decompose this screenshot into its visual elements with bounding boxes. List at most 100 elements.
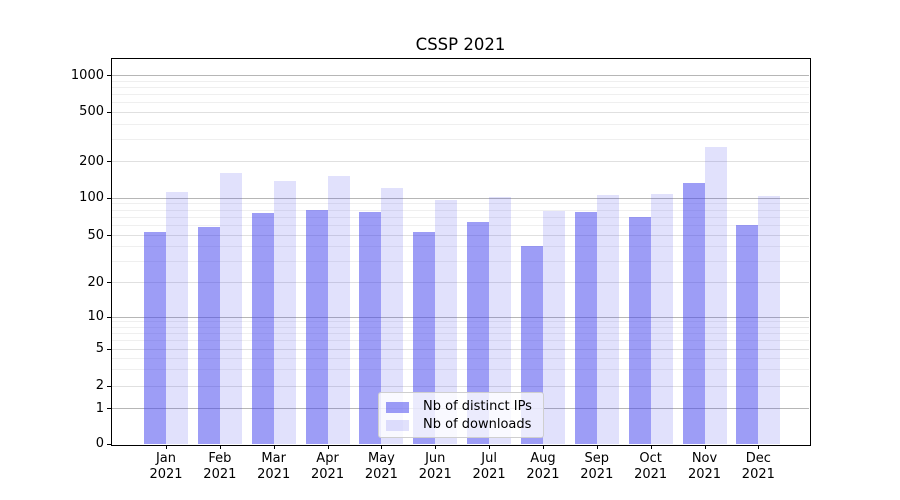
gridline-minor (112, 369, 809, 371)
x-axis-tick-label-line: 2021 (634, 466, 668, 482)
gridline-major (112, 75, 809, 76)
x-axis-tick-label: Feb 2021 (188, 451, 252, 482)
x-axis-tick-label: Jun 2021 (403, 451, 467, 482)
x-axis-tick (596, 445, 598, 449)
y-axis-tick-label: 200 (79, 153, 104, 169)
x-axis-tick-label: May 2021 (349, 451, 413, 482)
x-axis-tick-label-line: Nov (691, 451, 718, 466)
x-axis-tick-label-line: 2021 (311, 466, 345, 482)
y-axis-tick-label: 500 (79, 104, 104, 119)
x-axis-tick-label-line: 2021 (149, 466, 183, 482)
gridline-minor (112, 332, 809, 334)
gridline-major (112, 197, 809, 199)
x-axis-tick-label: Jan 2021 (134, 451, 198, 482)
gridline-minor (112, 123, 809, 125)
x-axis-tick-label-line: Apr (316, 451, 339, 466)
bar-downloads (381, 188, 404, 444)
x-axis-tick-label-line: Jun (425, 451, 446, 466)
gridline-minor (112, 246, 809, 248)
chart-title: CSSP 2021 (415, 35, 506, 54)
x-axis-tick-label-line: Feb (208, 451, 232, 466)
gridline-minor (112, 80, 809, 82)
gridline-minor (112, 357, 809, 359)
x-axis-tick-label-line: 2021 (580, 466, 614, 482)
x-axis-tick-label: Nov 2021 (673, 451, 737, 482)
x-axis-tick-label-line: Jul (481, 451, 497, 466)
gridline-minor (112, 225, 809, 227)
x-axis-tick (381, 445, 383, 449)
y-axis-tick-label: 1000 (70, 67, 104, 83)
x-axis-tick-label-line: 2021 (472, 466, 506, 482)
bar-downloads (758, 195, 781, 444)
x-axis-tick-label: Mar 2021 (242, 451, 306, 482)
y-axis-tick (107, 282, 111, 283)
legend-entry-downloads: Nb of downloads (379, 416, 543, 434)
bar-distinct-ips (359, 211, 382, 444)
bar-downloads (327, 176, 350, 444)
x-axis-tick-label-line: Dec (745, 451, 771, 466)
x-axis-tick (273, 445, 275, 449)
bar-downloads (542, 210, 565, 444)
x-axis-tick-label-line: 2021 (526, 466, 560, 482)
bar-downloads (596, 194, 619, 444)
gridline-minor (112, 93, 809, 95)
y-axis-tick (107, 443, 111, 445)
y-axis-tick-label: 2 (95, 378, 104, 394)
y-axis-tick-label: 5 (95, 341, 104, 356)
x-axis-tick-label: Sep 2021 (565, 451, 629, 482)
gridline-minor (112, 340, 809, 342)
gridline (112, 385, 809, 387)
gridline (112, 282, 809, 283)
legend-label-distinct-ips: Nb of distinct IPs (423, 399, 532, 414)
x-axis-tick-label-line: Jan (155, 451, 177, 466)
bar-downloads (166, 192, 188, 444)
bar-distinct-ips (251, 213, 274, 444)
legend-label-downloads: Nb of downloads (423, 417, 532, 432)
bar-downloads (435, 200, 458, 444)
x-axis-tick-label: Dec 2021 (726, 451, 790, 482)
gridline-minor (112, 101, 809, 103)
bar-distinct-ips (197, 226, 220, 444)
y-axis-tick (107, 197, 111, 199)
x-axis-tick (650, 445, 652, 449)
y-axis-tick (107, 316, 111, 318)
gridline (112, 111, 809, 113)
x-axis-tick-label-line: 2021 (364, 466, 398, 482)
gridline-minor (112, 139, 809, 141)
y-axis-tick-label: 100 (79, 190, 104, 205)
y-axis-tick (107, 75, 111, 76)
x-axis-tick (758, 445, 760, 449)
legend: Nb of distinct IPs Nb of downloads (378, 392, 544, 438)
x-axis-tick-label-line: 2021 (418, 466, 452, 482)
x-axis-tick-label: Aug 2021 (511, 451, 575, 482)
x-axis-tick-label-line: May (367, 451, 395, 466)
x-axis-tick-label-line: 2021 (741, 466, 775, 482)
x-axis-tick (489, 445, 491, 449)
bar-distinct-ips (736, 225, 759, 444)
gridline-minor (112, 86, 809, 88)
gridline (112, 348, 809, 350)
bar-downloads (650, 194, 673, 444)
gridline-minor (112, 261, 809, 263)
x-axis-tick (166, 445, 167, 449)
bar-distinct-ips (574, 212, 597, 444)
x-axis-tick-label-line: 2021 (687, 466, 722, 482)
x-axis-tick (327, 445, 329, 449)
bar-distinct-ips (413, 231, 436, 444)
x-axis-tick (435, 445, 437, 449)
legend-swatch-distinct-ips (386, 401, 409, 413)
x-axis-tick (219, 445, 221, 449)
legend-swatch-downloads (386, 419, 409, 431)
y-axis-tick (107, 408, 111, 409)
x-axis-tick (704, 445, 706, 449)
y-axis-tick-label: 1 (95, 400, 104, 416)
x-axis-tick-label-line: Mar (261, 451, 286, 466)
y-axis-tick (107, 235, 111, 236)
y-axis-tick (107, 111, 111, 113)
bar-distinct-ips (144, 231, 166, 444)
y-axis-tick-label: 10 (87, 309, 104, 324)
gridline-minor (112, 216, 809, 218)
x-axis-tick-label-line: Oct (639, 451, 662, 466)
gridline-minor (112, 326, 809, 328)
